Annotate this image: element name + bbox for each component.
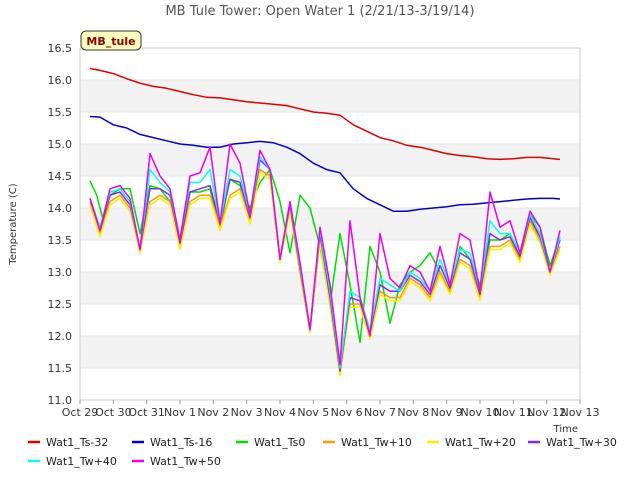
y-tick-label: 11.5 xyxy=(48,362,73,375)
x-tick-label: Nov 11 xyxy=(494,406,533,419)
plot-band xyxy=(80,336,580,368)
site-tag-label: MB_tule xyxy=(86,35,135,48)
x-tick-label: Nov 9 xyxy=(431,406,463,419)
x-tick-label: Nov 5 xyxy=(297,406,329,419)
plot-band xyxy=(80,80,580,112)
y-tick-label: 13.5 xyxy=(48,234,73,247)
legend-label: Wat1_Tw+30 xyxy=(546,436,617,449)
series-line-Wat1_Tw+20 xyxy=(89,172,561,377)
y-axis-label: Temperature (C) xyxy=(8,183,19,265)
y-tick-label: 12.0 xyxy=(48,330,73,343)
legend-label: Wat1_Tw+40 xyxy=(46,455,117,468)
legend-label: Wat1_Ts0 xyxy=(254,436,305,449)
x-axis-label: Time xyxy=(553,424,578,435)
x-tick-label: Nov 10 xyxy=(461,406,500,419)
plot-band xyxy=(80,144,580,176)
y-tick-label: 13.0 xyxy=(48,266,73,279)
x-tick-label: Nov 12 xyxy=(527,406,566,419)
series-line-Wat1_Ts-32 xyxy=(89,67,561,161)
legend-label: Wat1_Tw+50 xyxy=(150,455,221,468)
plot-frame xyxy=(79,47,581,401)
x-tick-label: Oct 29 xyxy=(62,406,99,419)
y-tick-label: 12.5 xyxy=(48,298,73,311)
y-tick-label: 11.0 xyxy=(48,394,73,407)
x-tick-label: Nov 2 xyxy=(197,406,229,419)
legend: Wat1_Ts-32 Wat1_Ts-16 Wat1_Ts0 Wat1_Tw+10 Wa… xyxy=(28,436,617,468)
y-tick-label: 15.5 xyxy=(48,106,73,119)
chart-title: MB Tule Tower: Open Water 1 (2/21/13-3/1… xyxy=(165,4,474,19)
legend-label: Wat1_Ts-16 xyxy=(150,436,212,449)
x-tick-label: Nov 8 xyxy=(397,406,429,419)
x-tick-label: Nov 4 xyxy=(264,406,296,419)
x-tick-label: Oct 30 xyxy=(95,406,132,419)
x-tick-label: Oct 31 xyxy=(128,406,165,419)
legend-label: Wat1_Ts-32 xyxy=(46,436,108,449)
x-tick-label: Nov 6 xyxy=(331,406,363,419)
x-tick-label: Nov 13 xyxy=(561,406,600,419)
y-tick-label: 16.0 xyxy=(48,74,73,87)
series-line-Wat1_Ts-16 xyxy=(89,115,561,212)
series-lines xyxy=(89,67,561,377)
y-tick-label: 15.0 xyxy=(48,138,73,151)
y-axis-ticks: 11.0 11.5 12.0 12.5 13.0 13.5 14.0 14.5 15.0 15.5… xyxy=(48,42,73,407)
x-tick-label: Nov 7 xyxy=(364,406,396,419)
legend-label: Wat1_Tw+10 xyxy=(341,436,412,449)
y-tick-label: 14.5 xyxy=(48,170,73,183)
x-tick-label: Nov 3 xyxy=(231,406,263,419)
site-tag: MB_tule xyxy=(80,30,142,51)
legend-label: Wat1_Tw+20 xyxy=(445,436,516,449)
y-tick-label: 14.0 xyxy=(48,202,73,215)
series-line-Wat1_Tw+50 xyxy=(89,143,561,366)
x-tick-label: Nov 1 xyxy=(164,406,196,419)
y-tick-label: 16.5 xyxy=(48,42,73,55)
